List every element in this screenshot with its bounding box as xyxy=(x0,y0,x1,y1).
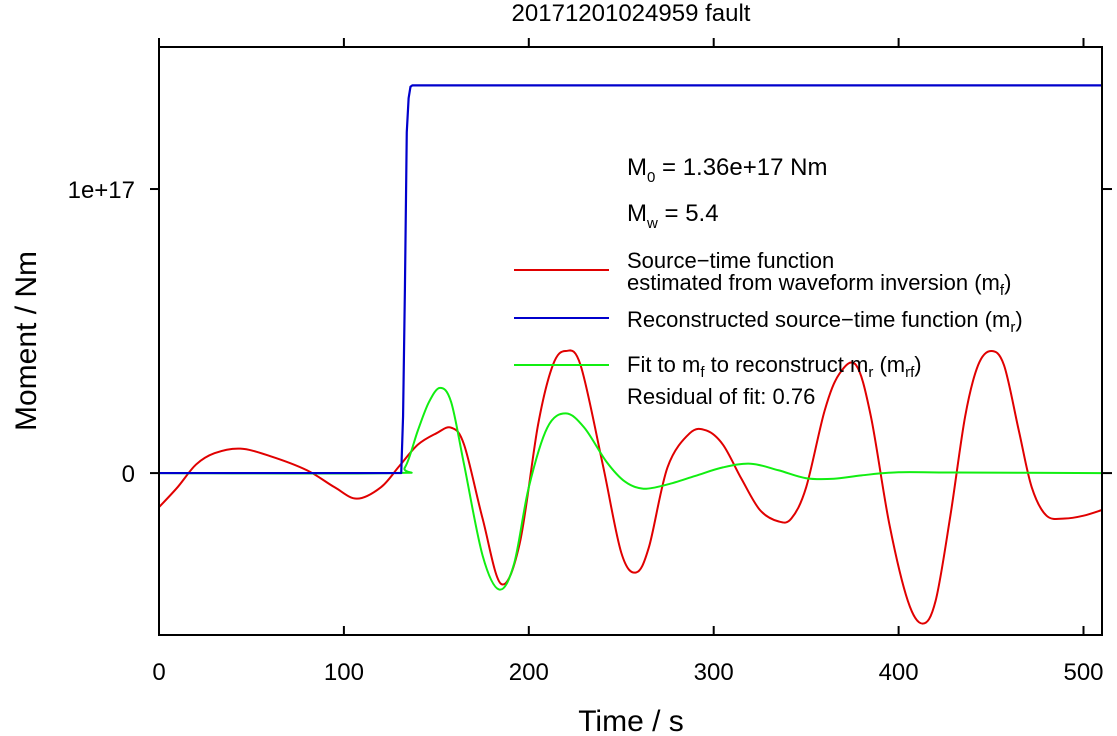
series-line-green xyxy=(158,386,1103,591)
legend-red-line1: Source−time function xyxy=(627,248,834,273)
y-tick-label: 0 xyxy=(122,461,135,488)
x-tick-label: 500 xyxy=(1063,659,1103,686)
chart-title: 20171201024959 fault xyxy=(512,0,751,27)
ticks-layer: 0 100 200 300 400 500 0 1e+17 xyxy=(68,38,1112,686)
y-axis-label: Moment / Nm xyxy=(10,251,43,431)
residual-label: Residual of fit: 0.76 xyxy=(627,384,815,409)
plot-frame xyxy=(158,46,1103,636)
annotation-m0: M0 = 1.36e+17 Nm xyxy=(627,154,827,186)
m0-symbol: M xyxy=(627,154,647,181)
series-layer xyxy=(158,84,1103,625)
svg-text:Mw = 5.4: Mw = 5.4 xyxy=(627,200,719,232)
x-axis-label: Time / s xyxy=(578,705,684,736)
x-tick-label: 200 xyxy=(509,659,549,686)
legend-blue-label: Reconstructed source−time function (mr) xyxy=(627,307,1023,336)
x-tick-label: 100 xyxy=(324,659,364,686)
m0-subscript: 0 xyxy=(647,169,655,186)
legend-green-label: Fit to mf to reconstruct mr (mrf) xyxy=(627,352,922,381)
y-tick-label: 1e+17 xyxy=(68,177,135,204)
mw-subscript: w xyxy=(646,215,658,232)
series-line-blue xyxy=(159,84,1102,475)
x-tick-label: 400 xyxy=(879,659,919,686)
mw-symbol: M xyxy=(627,200,647,227)
x-tick-label: 300 xyxy=(694,659,734,686)
mw-value: = 5.4 xyxy=(658,200,719,227)
annotation-mw: Mw = 5.4 xyxy=(627,200,719,232)
m0-value: = 1.36e+17 Nm xyxy=(655,154,827,181)
legend: Source−time function estimated from wave… xyxy=(514,248,1023,409)
series-line-red xyxy=(158,349,1103,625)
svg-text:M0 = 1.36e+17 Nm: M0 = 1.36e+17 Nm xyxy=(627,154,827,186)
legend-red-line2: estimated from waveform inversion (mf) xyxy=(627,270,1011,299)
x-tick-label: 0 xyxy=(152,659,165,686)
